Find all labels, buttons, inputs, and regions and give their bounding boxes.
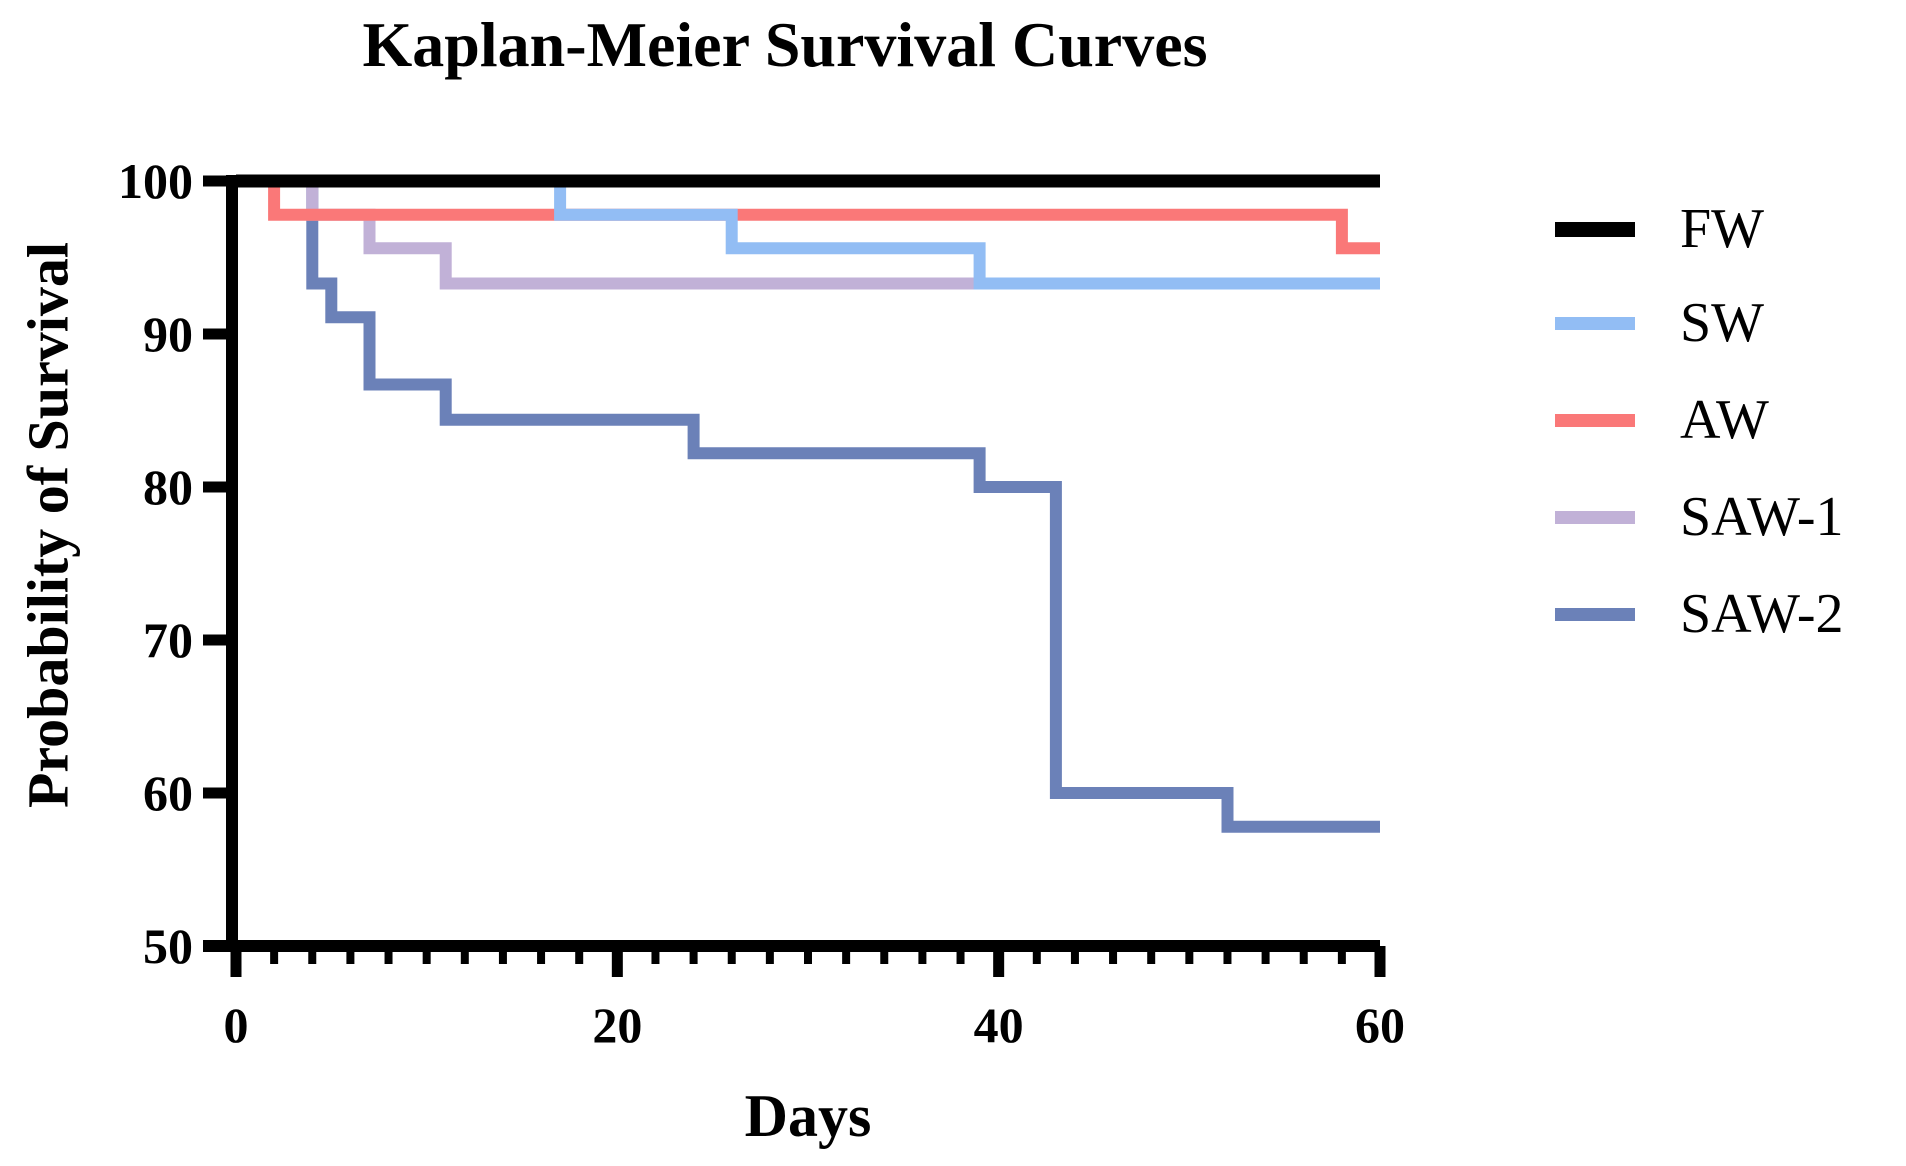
y-tick-label: 100 (118, 153, 193, 209)
x-tick-label: 0 (224, 997, 249, 1053)
curve-aw (236, 175, 1380, 255)
y-tick-label: 60 (143, 765, 193, 821)
x-tick-label: 40 (974, 997, 1024, 1053)
curve-saw-2 (236, 175, 1380, 833)
x-axis-title: Days (744, 1083, 872, 1149)
y-tick-label: 90 (143, 306, 193, 362)
curve-saw-1 (236, 175, 1380, 290)
y-tick-label: 80 (143, 459, 193, 515)
y-tick-label: 50 (143, 918, 193, 974)
x-tick-label: 60 (1355, 997, 1405, 1053)
y-tick-label: 70 (143, 612, 193, 668)
y-axis-title: Probability of Survival (15, 241, 81, 809)
chart-title: Kaplan-Meier Survival Curves (362, 9, 1208, 80)
x-tick-label: 20 (592, 997, 642, 1053)
curve-sw (236, 175, 1380, 290)
